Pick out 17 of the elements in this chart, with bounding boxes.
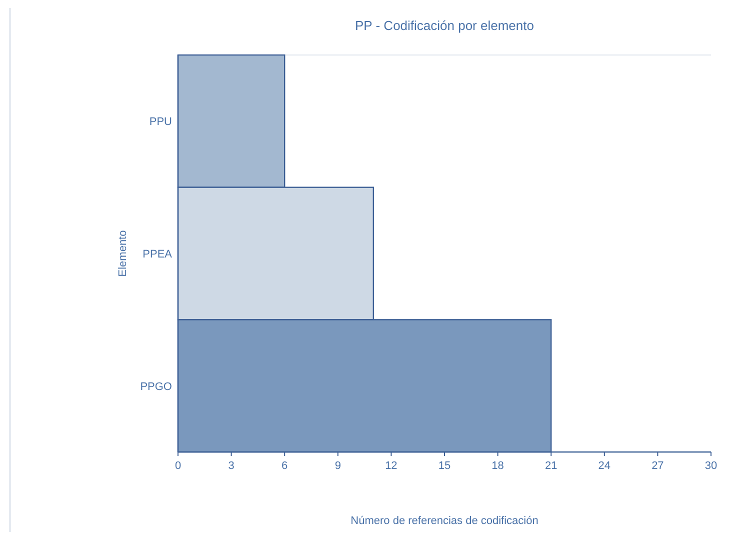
x-axis-title: Número de referencias de codificación bbox=[350, 515, 538, 527]
x-tick-label: 24 bbox=[598, 460, 611, 472]
y-tick-label: PPGO bbox=[140, 380, 172, 393]
y-tick-label: PPEA bbox=[142, 248, 173, 260]
x-tick-label: 21 bbox=[544, 460, 558, 472]
y-axis-title: Elemento bbox=[117, 230, 129, 277]
x-tick-label: 27 bbox=[652, 460, 664, 472]
x-tick-label: 15 bbox=[438, 460, 451, 472]
x-tick-label: 18 bbox=[492, 460, 504, 472]
chart-title: PP - Codificación por elemento bbox=[355, 18, 534, 33]
y-tick-label: PPU bbox=[149, 116, 172, 128]
x-tick-label: 0 bbox=[174, 460, 182, 472]
x-tick-label: 3 bbox=[228, 460, 234, 472]
x-tick-label: 9 bbox=[334, 460, 341, 472]
x-tick-label: 30 bbox=[704, 460, 718, 472]
x-tick-label: 12 bbox=[385, 460, 398, 472]
x-tick-label: 6 bbox=[282, 460, 288, 472]
